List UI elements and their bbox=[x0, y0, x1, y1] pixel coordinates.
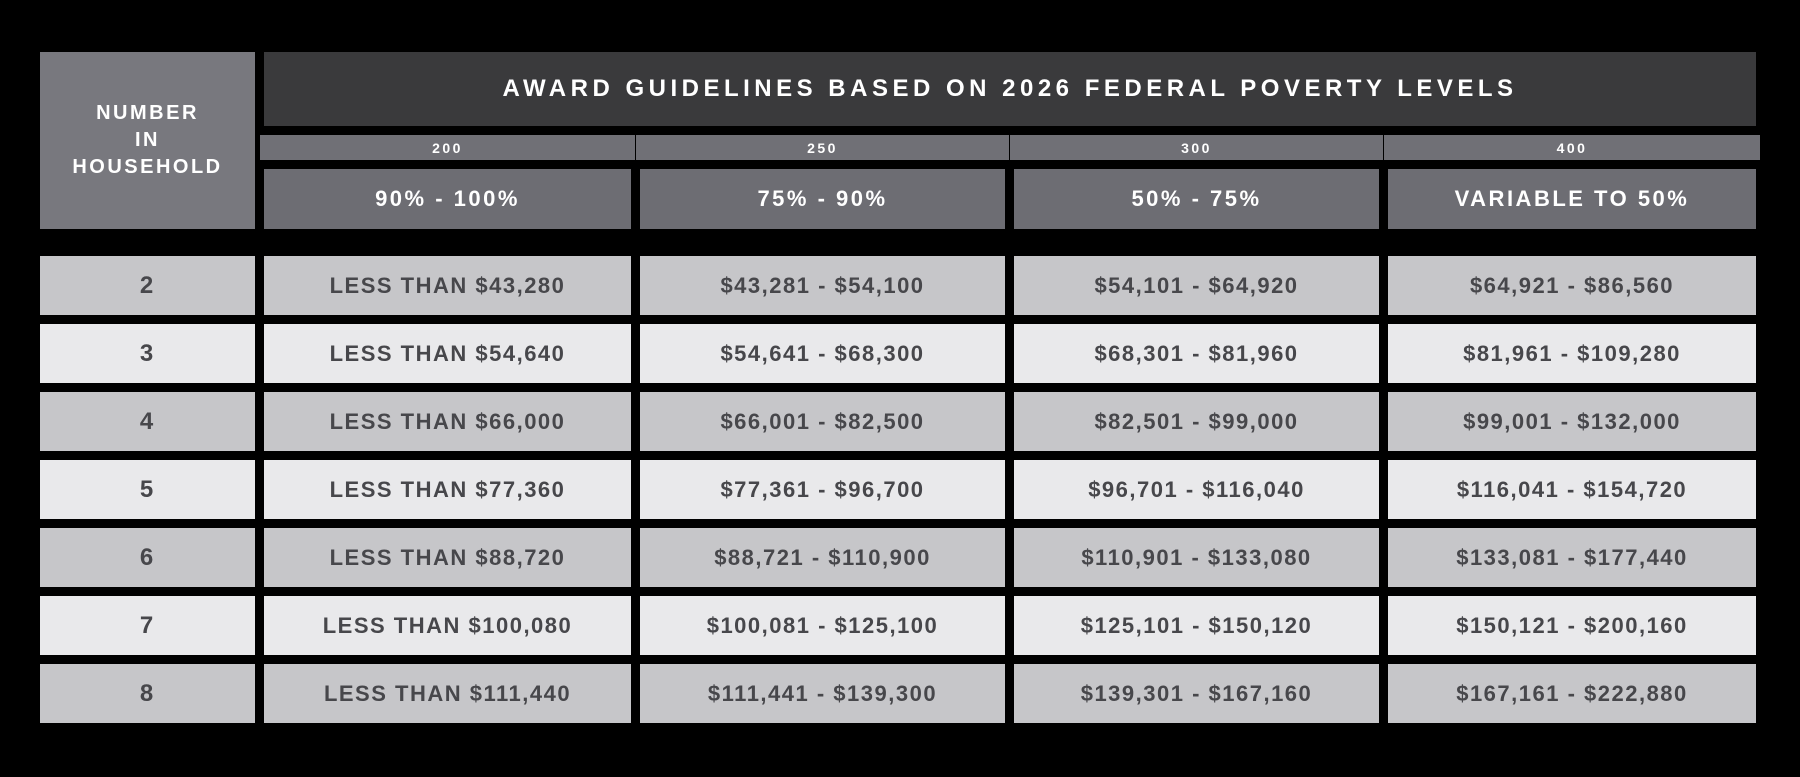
income-range-cell: $96,701 - $116,040 bbox=[1014, 460, 1379, 519]
income-range-cell: $68,301 - $81,960 bbox=[1014, 324, 1379, 383]
income-range-cell: $99,001 - $132,000 bbox=[1388, 392, 1756, 451]
income-range-cell: $77,361 - $96,700 bbox=[640, 460, 1005, 519]
income-range-cell: $125,101 - $150,120 bbox=[1014, 596, 1379, 655]
header-body-gap bbox=[40, 238, 1756, 247]
award-tier-50-75: 50% - 75% bbox=[1014, 169, 1379, 229]
income-range-cell: $54,101 - $64,920 bbox=[1014, 256, 1379, 315]
income-range-cell: $116,041 - $154,720 bbox=[1388, 460, 1756, 519]
household-size-cell: 5 bbox=[40, 460, 255, 519]
household-size-cell: 2 bbox=[40, 256, 255, 315]
income-range-cell: LESS THAN $77,360 bbox=[264, 460, 631, 519]
award-tier-75-90: 75% - 90% bbox=[640, 169, 1005, 229]
fpl-level-300: 300 bbox=[1010, 135, 1383, 160]
award-tier-90-100: 90% - 100% bbox=[264, 169, 631, 229]
fpl-level-400: 400 bbox=[1384, 135, 1760, 160]
income-range-cell: $167,161 - $222,880 bbox=[1388, 664, 1756, 723]
income-range-cell: $139,301 - $167,160 bbox=[1014, 664, 1379, 723]
fpl-level-250: 250 bbox=[636, 135, 1009, 160]
income-range-cell: $110,901 - $133,080 bbox=[1014, 528, 1379, 587]
row-header-line: NUMBER bbox=[96, 102, 199, 124]
income-range-cell: LESS THAN $66,000 bbox=[264, 392, 631, 451]
table-grid: NUMBER IN HOUSEHOLD AWARD GUIDELINES BAS… bbox=[40, 52, 1760, 723]
fpl-level-200: 200 bbox=[260, 135, 635, 160]
income-range-cell: $150,121 - $200,160 bbox=[1388, 596, 1756, 655]
income-range-cell: $82,501 - $99,000 bbox=[1014, 392, 1379, 451]
income-range-cell: $81,961 - $109,280 bbox=[1388, 324, 1756, 383]
row-header-line: HOUSEHOLD bbox=[72, 156, 223, 178]
household-size-cell: 7 bbox=[40, 596, 255, 655]
income-range-cell: $64,921 - $86,560 bbox=[1388, 256, 1756, 315]
income-range-cell: $66,001 - $82,500 bbox=[640, 392, 1005, 451]
row-header-number-in-household: NUMBER IN HOUSEHOLD bbox=[40, 52, 255, 229]
income-range-cell: $133,081 - $177,440 bbox=[1388, 528, 1756, 587]
income-range-cell: $88,721 - $110,900 bbox=[640, 528, 1005, 587]
income-range-cell: LESS THAN $54,640 bbox=[264, 324, 631, 383]
income-range-cell: $43,281 - $54,100 bbox=[640, 256, 1005, 315]
income-range-cell: $111,441 - $139,300 bbox=[640, 664, 1005, 723]
household-size-cell: 6 bbox=[40, 528, 255, 587]
income-range-cell: LESS THAN $88,720 bbox=[264, 528, 631, 587]
household-size-cell: 3 bbox=[40, 324, 255, 383]
income-range-cell: LESS THAN $100,080 bbox=[264, 596, 631, 655]
award-tier-variable-50: VARIABLE TO 50% bbox=[1388, 169, 1756, 229]
table-title: AWARD GUIDELINES BASED ON 2026 FEDERAL P… bbox=[264, 52, 1756, 126]
row-header-line: IN bbox=[135, 129, 160, 151]
household-size-cell: 8 bbox=[40, 664, 255, 723]
income-range-cell: LESS THAN $111,440 bbox=[264, 664, 631, 723]
income-range-cell: $100,081 - $125,100 bbox=[640, 596, 1005, 655]
income-range-cell: LESS THAN $43,280 bbox=[264, 256, 631, 315]
household-size-cell: 4 bbox=[40, 392, 255, 451]
income-range-cell: $54,641 - $68,300 bbox=[640, 324, 1005, 383]
